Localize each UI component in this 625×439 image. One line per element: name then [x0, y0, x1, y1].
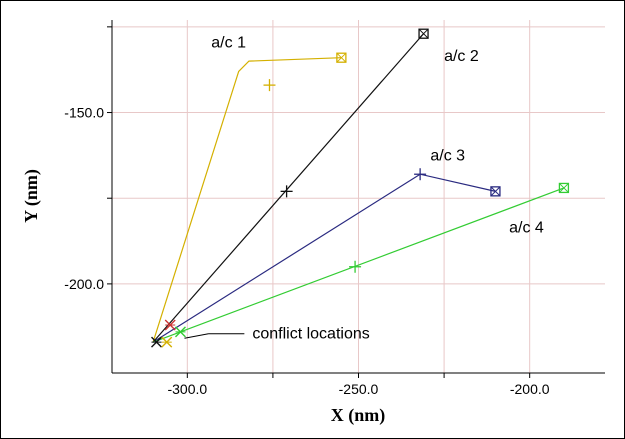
- series-end-marker-1: [336, 52, 347, 63]
- series-end-marker-3-box: [490, 186, 501, 197]
- tick-labels: -300.0 -250.0 -200.0 -150.0 -200.0: [64, 105, 549, 397]
- grid-lines: [112, 20, 605, 373]
- x-tick-label: -250.0: [339, 381, 379, 397]
- x-tick-label: -300.0: [167, 381, 207, 397]
- series-end-marker-2-d2: [418, 28, 429, 39]
- series-end-marker-1-d2: [336, 52, 347, 63]
- series-labels: a/c 1 a/c 2 a/c 3 a/c 4 conflict locations: [184, 34, 544, 343]
- conflict-leader-diag: [184, 333, 209, 339]
- series-mid-marker-2: [280, 185, 293, 198]
- y-tick-label: -150.0: [64, 105, 104, 121]
- series-group: [151, 28, 570, 348]
- axes: [107, 20, 605, 378]
- x-axis-label: X (nm): [331, 405, 386, 426]
- series-label-3: a/c 3: [430, 148, 465, 165]
- series-end-marker-3: [490, 186, 501, 197]
- series-label-4: a/c 4: [509, 219, 544, 236]
- series-end-marker-2: [418, 28, 429, 39]
- conflict-marker: [161, 336, 173, 348]
- series-mid-marker-4: [349, 260, 362, 273]
- series-mid-marker-3: [414, 168, 427, 181]
- series-line-1: [152, 57, 342, 343]
- x-tick-label: -200.0: [510, 381, 550, 397]
- series-end-marker-1-box: [336, 52, 347, 63]
- conflict-label: conflict locations: [252, 326, 369, 343]
- series-end-marker-4: [558, 182, 570, 194]
- series-line-2: [152, 33, 424, 343]
- y-tick-label: -200.0: [64, 276, 104, 292]
- series-end-marker-3-d2: [490, 186, 501, 197]
- series-end-marker-4-box: [558, 182, 570, 194]
- series-end-marker-4-d2: [559, 183, 569, 193]
- conflict-marker: [151, 336, 163, 348]
- conflict-marker: [174, 326, 186, 338]
- series-line-4: [152, 187, 565, 343]
- y-axis-label: Y (nm): [21, 169, 42, 223]
- series-end-marker-2-box: [418, 28, 429, 39]
- conflict-marker: [164, 319, 176, 331]
- series-label-1: a/c 1: [211, 34, 246, 51]
- series-label-2: a/c 2: [444, 48, 479, 65]
- series-mid-marker-1: [263, 79, 276, 92]
